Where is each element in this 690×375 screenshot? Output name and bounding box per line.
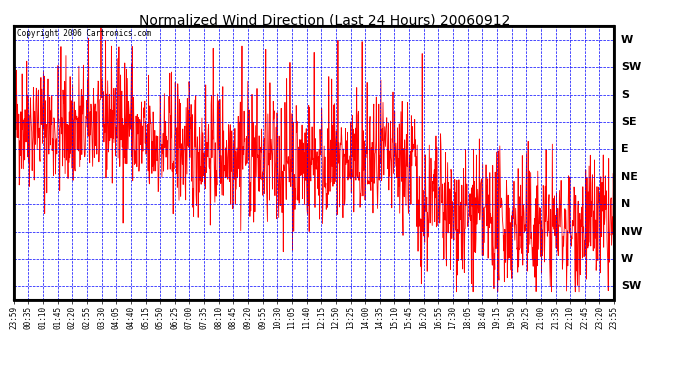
- Text: N: N: [621, 199, 630, 209]
- Text: SW: SW: [621, 281, 641, 291]
- Text: NE: NE: [621, 172, 638, 182]
- Text: SW: SW: [621, 62, 641, 72]
- Text: S: S: [621, 90, 629, 100]
- Text: Normalized Wind Direction (Last 24 Hours) 20060912: Normalized Wind Direction (Last 24 Hours…: [139, 13, 510, 27]
- Text: NW: NW: [621, 226, 642, 237]
- Text: SE: SE: [621, 117, 637, 127]
- Text: Copyright 2006 Cartronics.com: Copyright 2006 Cartronics.com: [17, 29, 151, 38]
- Text: W: W: [621, 254, 633, 264]
- Text: W: W: [621, 35, 633, 45]
- Text: E: E: [621, 144, 629, 154]
